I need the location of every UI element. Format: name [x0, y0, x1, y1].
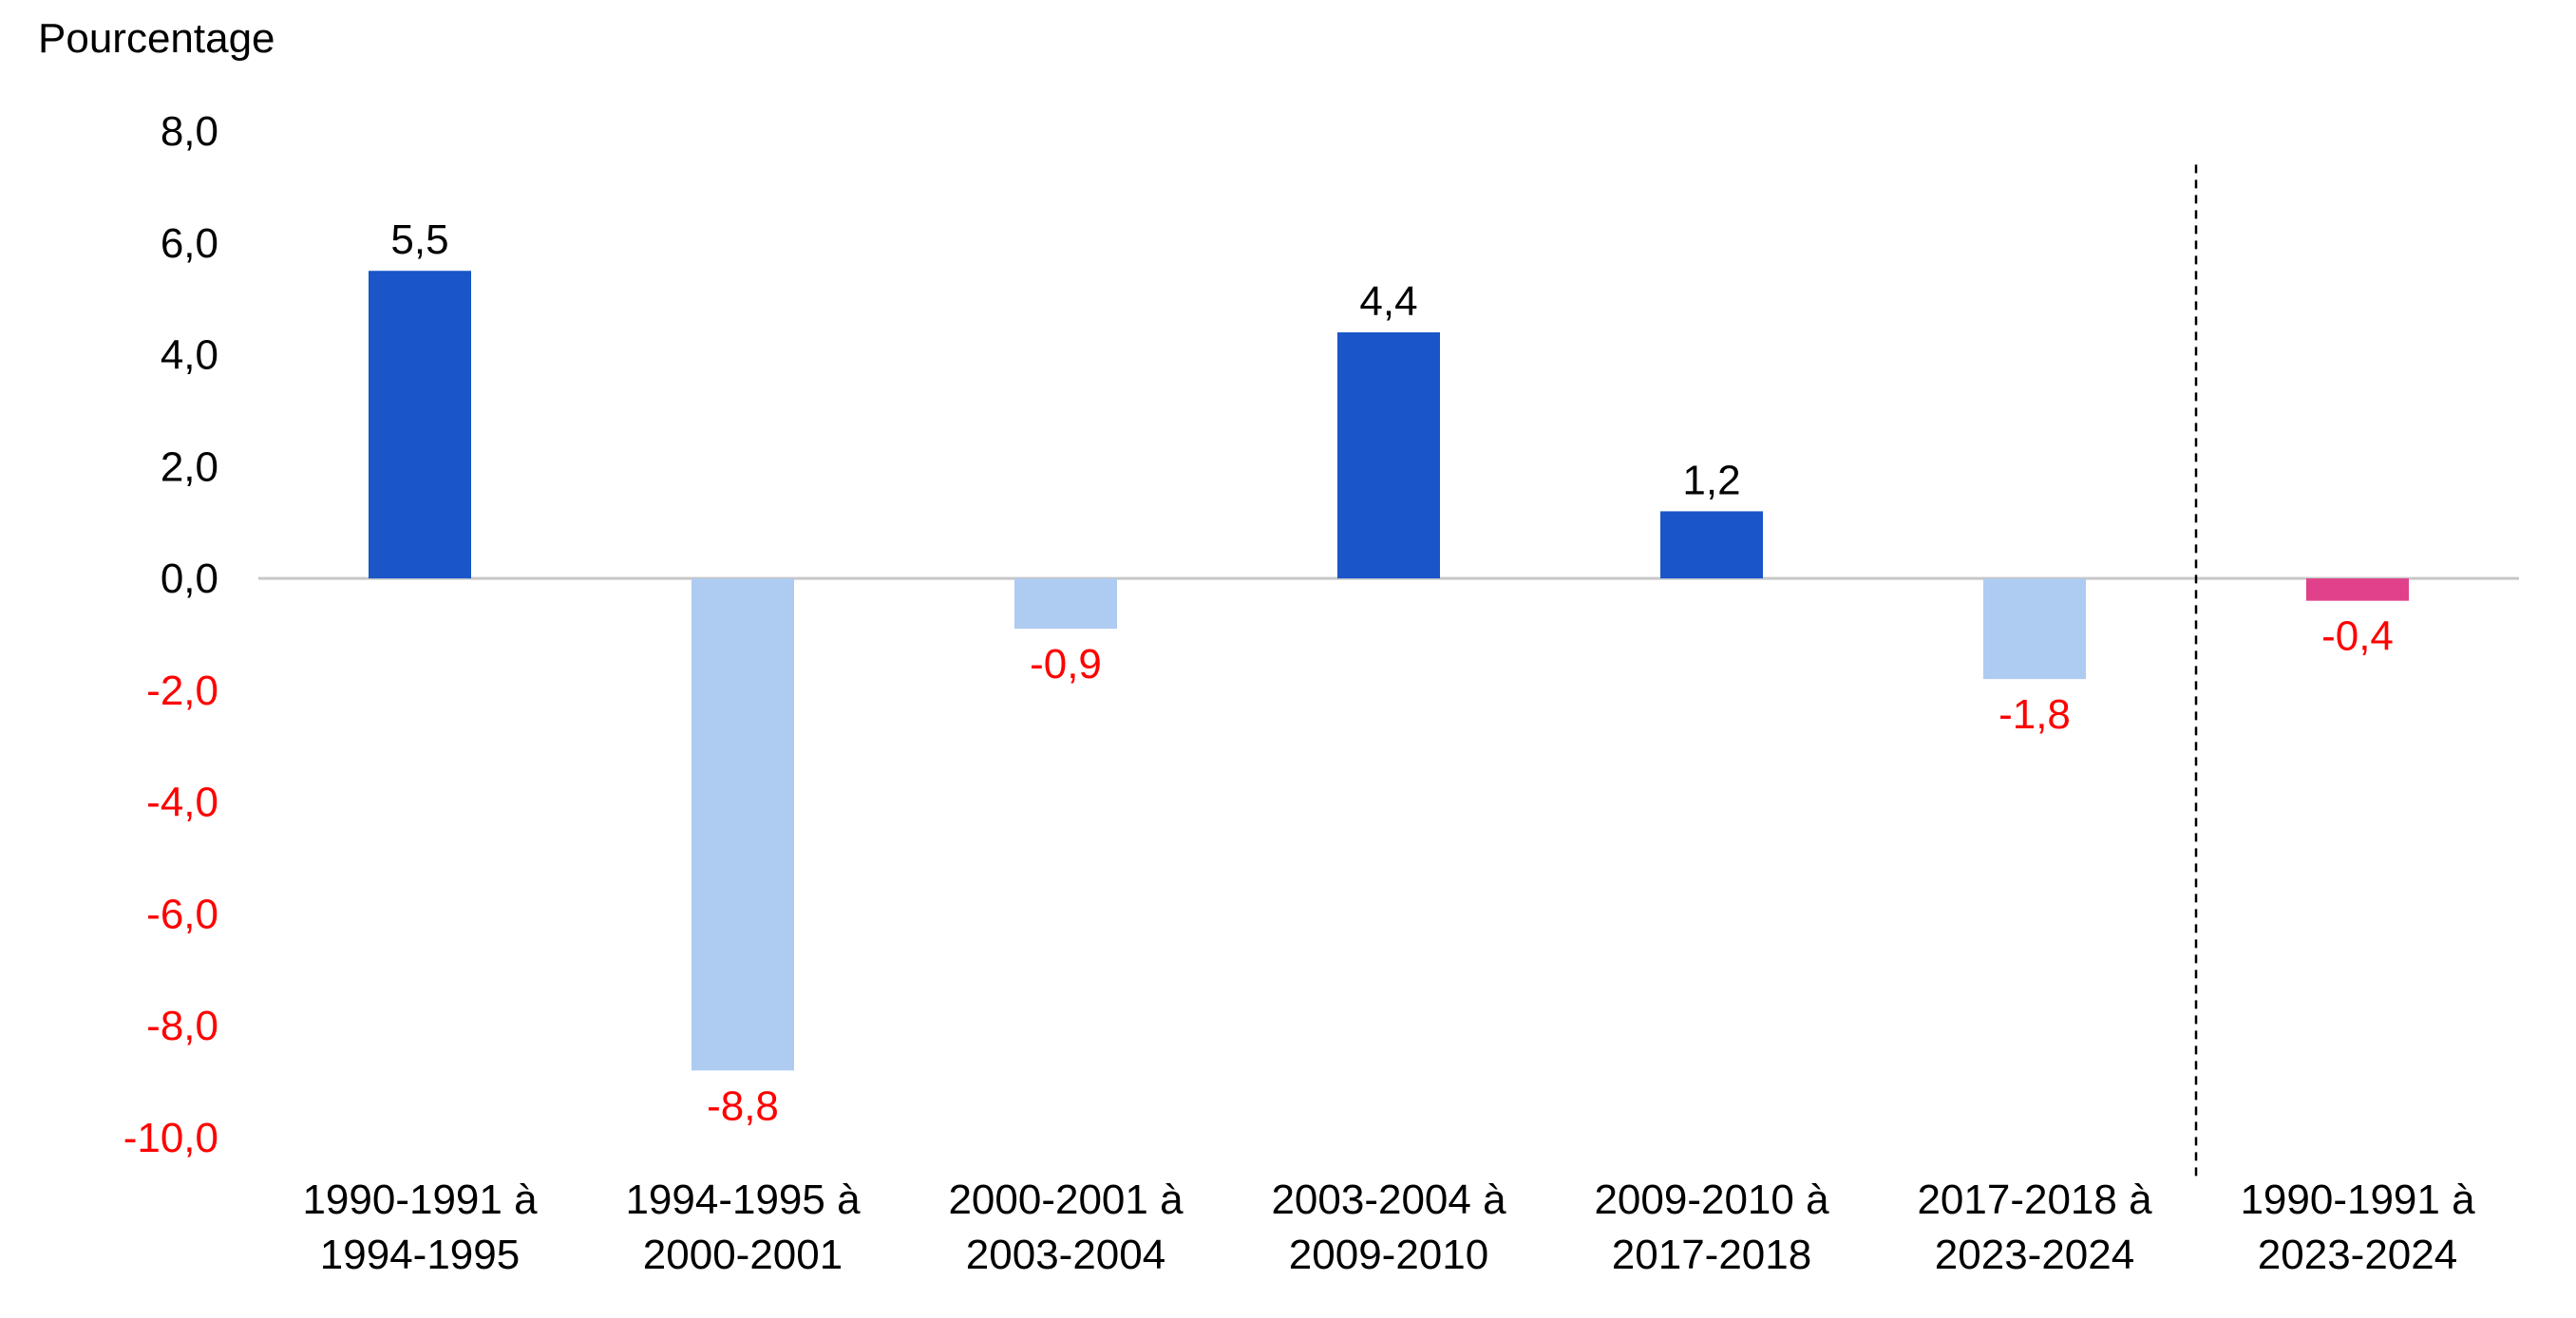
x-tick-label: 2009-2010: [1289, 1232, 1488, 1278]
y-tick-label: 6,0: [161, 220, 218, 267]
y-tick-label: 8,0: [161, 108, 218, 155]
data-labels: 5,5 -8,8 -0,9 4,4 1,2 -1,8 -0,4: [390, 217, 2394, 1129]
data-label: 4,4: [1359, 278, 1417, 325]
y-tick-label: -2,0: [146, 668, 218, 714]
x-tick-label: 1990-1991 à: [2240, 1177, 2475, 1223]
y-tick-label: -10,0: [123, 1115, 218, 1161]
bar: [1983, 578, 2086, 680]
x-tick-label: 1994-1995 à: [625, 1177, 861, 1223]
y-tick-label: 0,0: [161, 555, 218, 602]
data-label: -0,4: [2321, 613, 2394, 660]
bar: [2306, 578, 2409, 601]
x-tick-label: 2003-2004 à: [1271, 1177, 1506, 1223]
x-axis-labels: 1990-1991 à 1994-1995 1994-1995 à 2000-2001…: [302, 1177, 2475, 1278]
x-tick-label: 2017-2018 à: [1917, 1177, 2152, 1223]
x-tick-label: 2023-2024: [2258, 1232, 2457, 1278]
data-label: -8,8: [707, 1083, 779, 1129]
x-tick-label: 1994-1995: [320, 1232, 520, 1278]
x-tick-label: 2023-2024: [1935, 1232, 2134, 1278]
x-tick-label: 2003-2004: [966, 1232, 1165, 1278]
y-axis-ticks: 8,0 6,0 4,0 2,0 0,0 -2,0 -4,0 -6,0 -8,0 -10,0: [123, 108, 218, 1161]
bars: [369, 271, 2409, 1071]
y-tick-label: -4,0: [146, 780, 218, 826]
x-tick-label: 2000-2001 à: [948, 1177, 1184, 1223]
y-tick-label: 4,0: [161, 332, 218, 379]
data-label: -0,9: [1030, 641, 1102, 687]
x-tick-label: 1990-1991 à: [302, 1177, 538, 1223]
y-tick-label: -6,0: [146, 891, 218, 937]
x-tick-label: 2000-2001: [643, 1232, 843, 1278]
bar: [1014, 578, 1117, 630]
data-label: 1,2: [1682, 457, 1740, 503]
bar: [369, 271, 471, 579]
data-label: -1,8: [1998, 691, 2071, 738]
x-tick-label: 2017-2018: [1612, 1232, 1811, 1278]
bar: [1660, 511, 1763, 579]
bar: [691, 578, 794, 1071]
data-label: 5,5: [390, 217, 448, 263]
y-tick-label: -8,0: [146, 1003, 218, 1049]
y-axis-title: Pourcentage: [38, 15, 275, 62]
bar: [1337, 332, 1440, 579]
x-tick-label: 2009-2010 à: [1594, 1177, 1829, 1223]
y-tick-label: 2,0: [161, 443, 218, 490]
